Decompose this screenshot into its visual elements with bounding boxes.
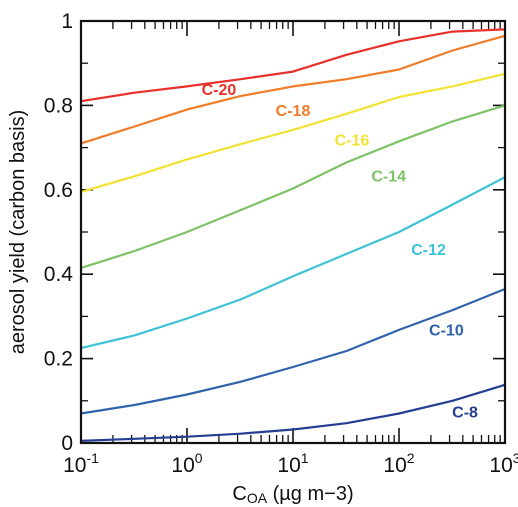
x-tick-label: 102 xyxy=(383,450,414,477)
series-label-c-16: C-16 xyxy=(335,132,370,149)
y-axis-label: aerosol yield (carbon basis) xyxy=(7,110,29,355)
series-line-c-8 xyxy=(80,383,506,442)
y-tick-label: 0.2 xyxy=(44,348,73,371)
x-axis-label-subscript: OA xyxy=(247,490,268,506)
series-line-c-12 xyxy=(80,176,506,350)
x-axis-label: COA (µg m−3) xyxy=(232,483,353,506)
ticks-layer: 10-1 100 101 102 103 0 0.2 0.4 0.6 0.8 1 xyxy=(44,10,518,477)
y-tick-label: 1 xyxy=(61,10,73,33)
series-line-c-18 xyxy=(80,34,506,145)
y-tick-label: 0.4 xyxy=(44,263,74,286)
series-line-c-14 xyxy=(80,104,506,269)
series-label-c-8: C-8 xyxy=(452,405,478,422)
series-line-c-16 xyxy=(80,72,506,193)
x-tick-label: 10-1 xyxy=(63,450,99,477)
series-label-c-10: C-10 xyxy=(429,322,464,339)
labels-layer: C-20 C-18 C-16 C-14 C-12 C-10 C-8 xyxy=(202,82,478,422)
x-tick-label: 101 xyxy=(277,450,308,477)
y-tick-label: 0.8 xyxy=(44,94,73,117)
series-line-c-10 xyxy=(80,287,506,415)
series-label-c-20: C-20 xyxy=(202,82,237,99)
series-line-c-20 xyxy=(80,28,506,103)
x-tick-label: 103 xyxy=(489,450,518,477)
series-label-c-12: C-12 xyxy=(411,242,446,259)
x-axis-label-main: C xyxy=(232,483,246,505)
series-label-c-18: C-18 xyxy=(276,103,311,120)
x-axis-label-unit: (µg m−3) xyxy=(267,483,354,505)
y-tick-label: 0.6 xyxy=(44,179,73,202)
series-layer xyxy=(80,28,506,442)
y-tick-label: 0 xyxy=(61,432,73,455)
plot-frame xyxy=(79,19,507,445)
x-tick-label: 100 xyxy=(171,450,202,477)
series-label-c-14: C-14 xyxy=(371,168,406,185)
